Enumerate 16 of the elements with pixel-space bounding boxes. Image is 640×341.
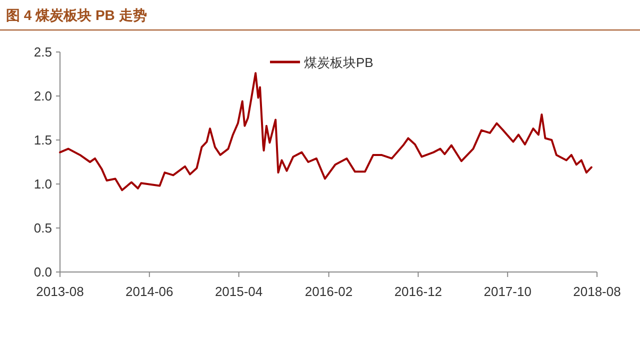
x-tick-label: 2018-08	[573, 284, 621, 299]
x-tick-label: 2013-08	[36, 284, 84, 299]
x-tick-label: 2017-10	[484, 284, 532, 299]
x-tick-label: 2015-04	[214, 284, 263, 299]
y-tick-label: 1.5	[34, 132, 52, 148]
y-tick-label: 2.0	[34, 88, 52, 104]
x-tick-label: 2016-12	[394, 284, 442, 299]
line-series	[59, 72, 592, 192]
legend-label: 煤炭板块PB	[304, 55, 374, 70]
x-tick-label: 2014-06	[126, 284, 174, 299]
x-tick-label: 2016-02	[304, 284, 353, 299]
y-tick-label: 2.5	[34, 44, 52, 60]
y-tick-label: 1.0	[34, 176, 52, 192]
y-tick-label: 0.0	[34, 264, 52, 280]
y-tick-label: 0.5	[34, 220, 52, 236]
chart-title: 图 4 煤炭板块 PB 走势	[6, 7, 147, 23]
